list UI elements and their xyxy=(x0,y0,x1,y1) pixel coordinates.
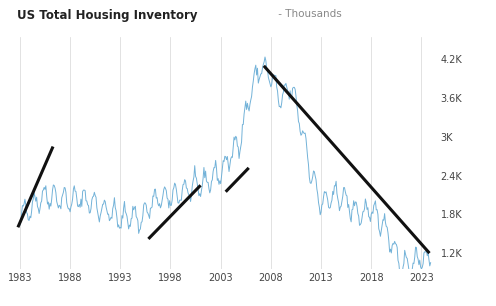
Text: US Total Housing Inventory: US Total Housing Inventory xyxy=(17,9,198,22)
Text: - Thousands: - Thousands xyxy=(275,9,342,19)
